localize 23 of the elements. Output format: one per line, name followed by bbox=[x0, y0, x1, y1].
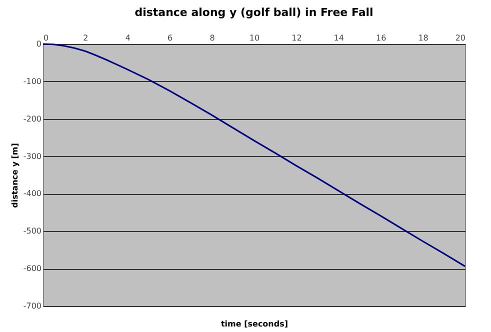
x-axis-title: time [seconds] bbox=[220, 320, 288, 328]
y-tick-label: -300 bbox=[23, 152, 42, 161]
y-tick-label: -600 bbox=[23, 264, 42, 274]
x-tick-label: 0 bbox=[44, 34, 49, 42]
y-tick-label: -400 bbox=[23, 189, 42, 198]
y-tick-label: 0 bbox=[36, 40, 42, 48]
y-axis-title: distance y [m] bbox=[10, 143, 20, 208]
line-series bbox=[42, 43, 466, 268]
x-tick-label: 18 bbox=[418, 34, 428, 42]
x-tick-label: 6 bbox=[168, 34, 173, 42]
y-tick-label: -500 bbox=[23, 226, 42, 236]
x-tick-label: 4 bbox=[125, 34, 130, 42]
chart-title: distance along y (golf ball) in Free Fall bbox=[134, 6, 374, 19]
x-tick-label: 10 bbox=[249, 34, 260, 42]
x-tick-label: 8 bbox=[210, 34, 215, 42]
y-tick-label: -200 bbox=[23, 114, 42, 124]
x-tick-label: 2 bbox=[83, 34, 88, 42]
x-tick-label: 12 bbox=[292, 34, 302, 42]
y-tick-label: -100 bbox=[23, 76, 42, 86]
x-tick-label: 16 bbox=[376, 34, 386, 42]
y-tick-label: -700 bbox=[23, 302, 42, 310]
x-tick-label: 20 bbox=[455, 34, 466, 42]
x-tick-label: 14 bbox=[334, 34, 344, 42]
